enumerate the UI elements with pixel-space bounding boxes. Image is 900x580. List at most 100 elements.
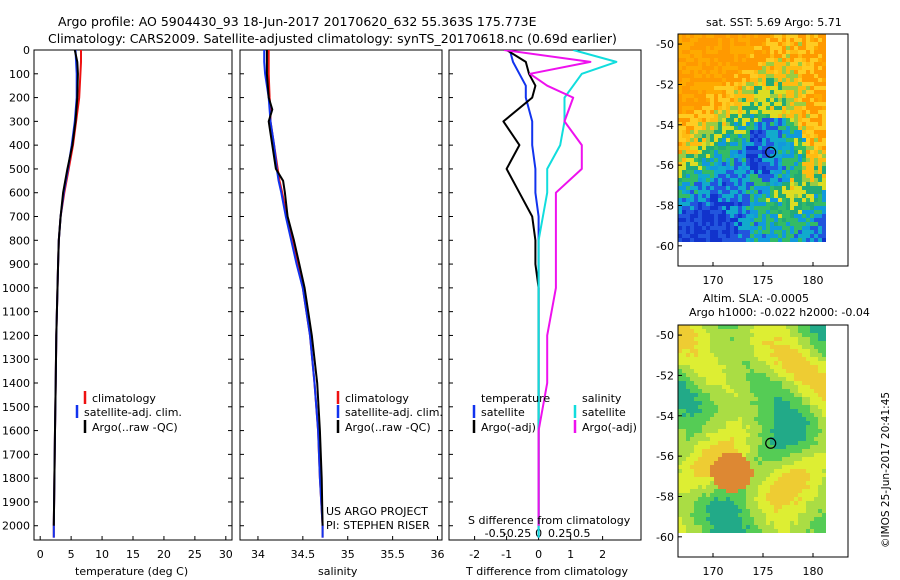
sst_map-cell: [738, 38, 743, 43]
sla_map-cell: [822, 505, 826, 510]
sla_map-cell: [806, 357, 811, 362]
sla_map-cell: [790, 329, 795, 334]
sla_map-cell: [734, 413, 739, 418]
sst_map-cell: [738, 50, 743, 55]
sst_map-cell: [758, 86, 763, 91]
sla_map-cell: [730, 453, 735, 458]
sst_map-cell: [750, 58, 755, 63]
sst_map-cell: [730, 102, 735, 107]
sla_map-cell: [810, 461, 815, 466]
sst_map-cell: [742, 142, 747, 147]
sst_map-cell: [738, 182, 743, 187]
sst_map-cell: [686, 214, 691, 219]
sla_map-cell: [798, 517, 803, 522]
sla_map-cell: [682, 333, 687, 338]
sla_map-cell: [810, 493, 815, 498]
sst_map-cell: [758, 146, 763, 151]
sst_map-cell: [682, 230, 687, 235]
sst_map-cell: [786, 238, 791, 242]
sst_map-cell: [686, 34, 691, 39]
sst_map-cell: [738, 206, 743, 211]
sla_map-cell: [750, 341, 755, 346]
sst_map-cell: [766, 166, 771, 171]
sst_map-cell: [730, 54, 735, 59]
sla_map-cell: [778, 333, 783, 338]
sla_map-cell: [706, 489, 711, 494]
sst_map-cell: [822, 190, 826, 195]
sst_map-cell: [758, 90, 763, 95]
sla_map-cell: [718, 517, 723, 522]
sla_map-cell: [690, 333, 695, 338]
sla_map-cell: [738, 477, 743, 482]
sst_map-cell: [698, 58, 703, 63]
sst_map-cell: [718, 54, 723, 59]
sla_map-cell: [678, 441, 683, 446]
sla_map-cell: [690, 457, 695, 462]
sla_map-cell: [782, 325, 787, 330]
sla_map-cell: [734, 437, 739, 442]
sla_map-cell: [742, 361, 747, 366]
sla_map-cell: [698, 325, 703, 330]
sla_map-cell: [678, 501, 683, 506]
sla_map-cell: [718, 365, 723, 370]
sst_map-cell: [746, 122, 751, 127]
sst_map-cell: [746, 126, 751, 131]
sst_map-cell: [702, 110, 707, 115]
sst_map-cell: [794, 94, 799, 99]
sla_map-cell: [710, 501, 715, 506]
sla_map-cell: [782, 337, 787, 342]
sla_map-cell: [686, 457, 691, 462]
sla_map-cell: [790, 481, 795, 486]
sla_map-cell: [798, 357, 803, 362]
sst_map-cell: [686, 78, 691, 83]
sst_map-cell: [698, 166, 703, 171]
sla_map-cell: [718, 501, 723, 506]
sst_map-cell: [750, 194, 755, 199]
sst_map-cell: [678, 46, 683, 51]
sst_map-cell: [806, 138, 811, 143]
sla_map-cell: [802, 385, 807, 390]
sla_map-cell: [810, 385, 815, 390]
sst_map-cell: [798, 78, 803, 83]
sla_map-cell: [706, 437, 711, 442]
sst_map-cell: [738, 134, 743, 139]
sla_map-cell: [766, 397, 771, 402]
sst_map-cell: [730, 238, 735, 242]
sst_map-cell: [774, 134, 779, 139]
sla_map-cell: [722, 441, 727, 446]
sst_map-cell: [722, 226, 727, 231]
sst_map-cell: [758, 42, 763, 47]
sst_map-cell: [766, 222, 771, 227]
sla_map-cell: [786, 433, 791, 438]
sla_map-cell: [770, 529, 775, 533]
sst_map-cell: [722, 238, 727, 242]
sst_map-cell: [742, 54, 747, 59]
sla_map-cell: [718, 437, 723, 442]
sla_map-cell: [694, 477, 699, 482]
sla_map-cell: [770, 457, 775, 462]
sla_map-cell: [774, 477, 779, 482]
sla_map-cell: [810, 393, 815, 398]
sla_map-cell: [766, 401, 771, 406]
sst_map-cell: [726, 138, 731, 143]
sst_map-cell: [778, 146, 783, 151]
sla_map-cell: [750, 377, 755, 382]
sla_map-cell: [822, 413, 826, 418]
sst_map-cell: [718, 234, 723, 239]
sla_map-cell: [778, 501, 783, 506]
sla_map-cell: [770, 517, 775, 522]
sla_map-cell: [750, 437, 755, 442]
sla_map-cell: [774, 377, 779, 382]
x-tick-label: 25: [188, 548, 202, 561]
sla_map-cell: [778, 369, 783, 374]
sst_map-cell: [802, 50, 807, 55]
sla_map-cell: [810, 333, 815, 338]
sst_map-cell: [734, 230, 739, 235]
sst_map-cell: [722, 34, 727, 39]
sla_map-cell: [746, 493, 751, 498]
sla_map-cell: [818, 329, 823, 334]
sst_map-cell: [694, 126, 699, 131]
sla_map-cell: [822, 501, 826, 506]
sst_map-cell: [726, 230, 731, 235]
sst_map-y-tick-label: -54: [656, 119, 674, 132]
